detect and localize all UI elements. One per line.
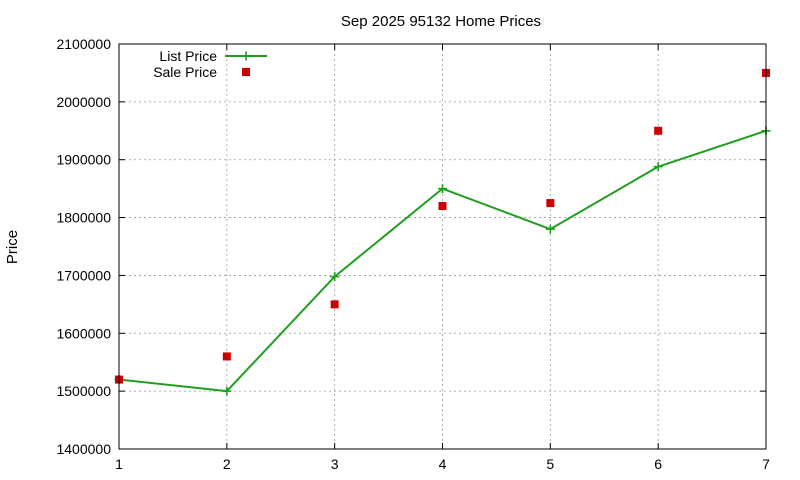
y-tick-label: 1700000 — [56, 267, 111, 283]
plot-frame — [118, 43, 767, 450]
sale-price-point — [438, 202, 447, 210]
y-tick-label: 1900000 — [56, 152, 111, 168]
legend-label-list-price: List Price — [159, 48, 217, 64]
x-tick-label: 4 — [439, 456, 447, 472]
x-tick-label: 5 — [546, 456, 554, 472]
x-tick-label: 7 — [762, 456, 770, 472]
y-tick-label: 1500000 — [56, 383, 111, 399]
y-tick-label: 2000000 — [56, 94, 111, 110]
series-layer — [114, 68, 771, 396]
list-price-point — [438, 184, 447, 194]
x-tick-label: 1 — [115, 456, 123, 472]
y-tick-label: 1400000 — [56, 441, 111, 457]
sale-price-point — [654, 126, 663, 135]
x-tick-label: 3 — [331, 456, 339, 472]
sale-price-point — [222, 352, 231, 361]
list-price-point — [330, 272, 340, 282]
y-tick-label: 1800000 — [56, 210, 111, 226]
list-price-point — [653, 162, 663, 172]
y-axis-ticks: 1400000 1500000 1600000 1700000 1800000 19000… — [56, 36, 766, 457]
list-price-point — [222, 386, 232, 396]
sale-price-point — [330, 300, 339, 309]
legend-label-sale-price: Sale Price — [153, 64, 217, 80]
y-axis-label: Price — [4, 230, 21, 264]
list-price-point — [545, 224, 555, 234]
legend-swatch-sale-price — [242, 68, 250, 76]
grid-lines — [119, 44, 766, 449]
y-tick-label: 2100000 — [56, 36, 111, 52]
chart-title: Sep 2025 95132 Home Prices — [341, 13, 541, 30]
x-axis-ticks: 1 2 3 4 5 6 7 — [115, 44, 770, 472]
y-tick-label: 1600000 — [56, 325, 111, 341]
legend-marker-list-price — [241, 51, 251, 61]
x-tick-label: 6 — [654, 456, 662, 472]
sale-price-point — [546, 199, 555, 208]
x-tick-label: 2 — [223, 456, 231, 472]
